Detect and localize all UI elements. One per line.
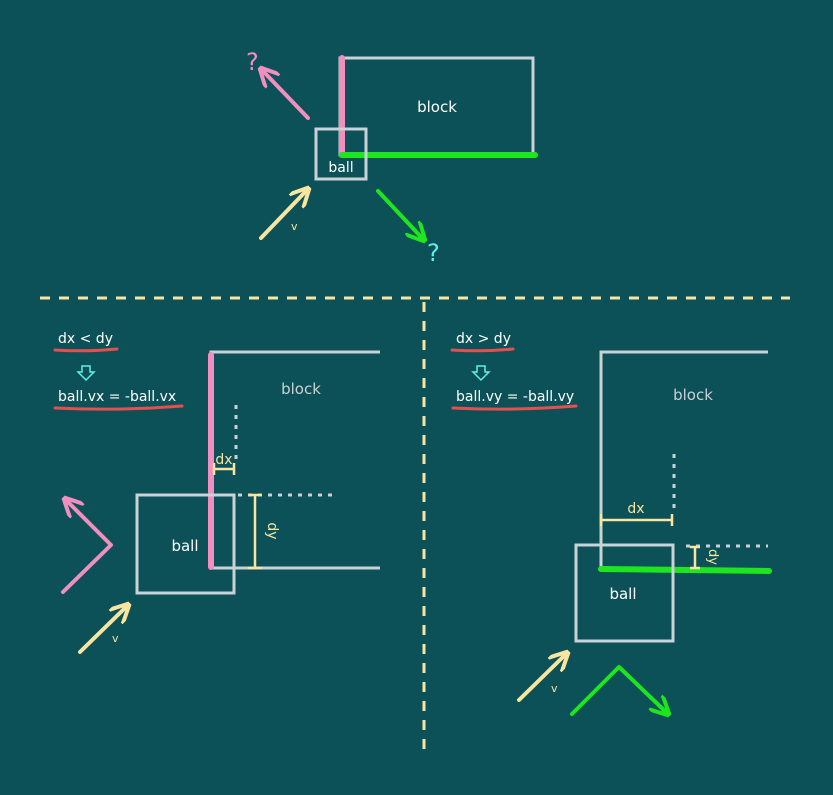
top-ball-label: ball [328,160,353,176]
top-green-arrow-icon [376,189,423,239]
top-pink-question: ? [246,48,259,76]
right-block-outline [599,350,768,568]
left-dx-label: dx [215,452,232,468]
left-dy-measure [248,493,262,570]
left-bounce-path-icon [63,500,113,594]
top-ball-rect [314,127,368,181]
right-dy-label: dy [705,549,720,565]
top-velocity-arrow-icon [259,190,307,240]
left-ball-label: ball [171,537,198,555]
top-scene: block ball ? ? v [246,48,538,267]
right-ball-rect [574,543,675,643]
right-velocity-label: v [551,682,558,695]
right-bottom-edge-highlight [598,566,772,574]
left-dx-measure [212,463,236,475]
left-down-arrow-icon [76,365,96,382]
right-result-underline [451,404,578,411]
left-ball-rect [135,493,236,595]
right-down-arrow-icon [471,365,491,382]
left-dy-label: dy [264,522,280,539]
right-bounce-path-icon [570,665,667,714]
right-dy-measure [690,545,700,570]
left-condition: dx < dy [58,331,113,347]
top-block-label: block [417,98,457,116]
right-condition-underline [450,347,515,353]
left-velocity-label: v [112,632,119,645]
top-green-question: ? [427,239,440,267]
right-block-label: block [673,386,713,404]
left-condition-underline [53,347,119,353]
right-scene: dx > dy ball.vy = -ball.vy block ball dx… [450,331,772,714]
left-scene: dx < dy ball.vx = -ball.vx block ball dx… [53,331,380,654]
left-result-underline [53,404,184,411]
left-result: ball.vx = -ball.vx [58,389,176,405]
left-block-label: block [281,380,321,398]
right-result: ball.vy = -ball.vy [456,389,574,405]
top-velocity-label: v [291,220,298,233]
left-velocity-arrow-icon [78,606,127,654]
right-velocity-arrow-icon [517,654,566,702]
right-dx-label: dx [627,501,644,517]
top-pink-arrow-icon [262,70,310,120]
right-ball-label: ball [609,585,636,603]
right-condition: dx > dy [456,331,511,347]
right-dx-measure [599,514,674,526]
